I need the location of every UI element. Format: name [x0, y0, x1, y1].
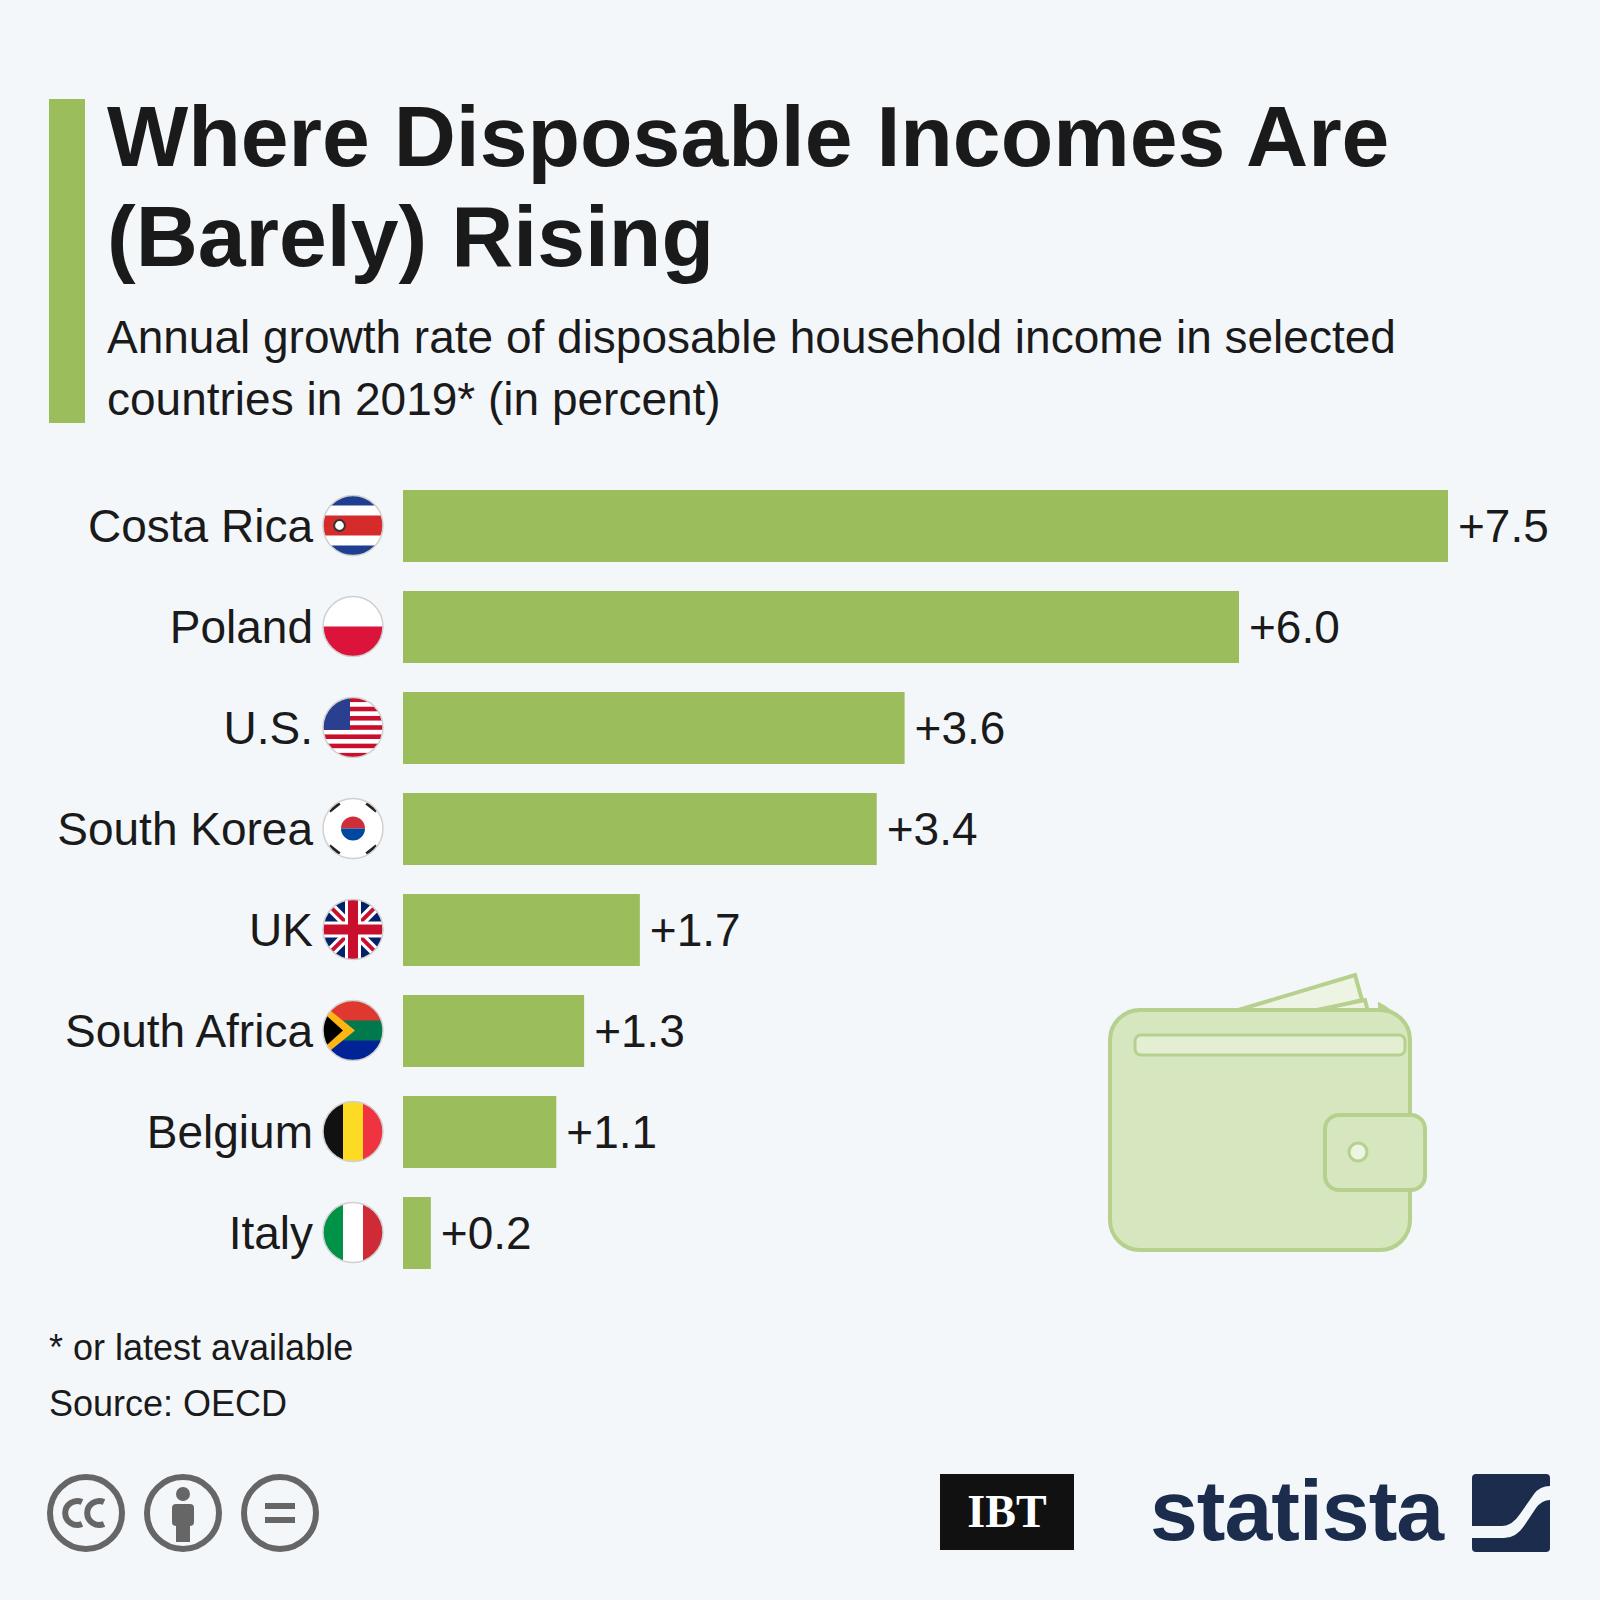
svg-text:U.S.: U.S. [224, 702, 313, 754]
svg-text:Costa Rica: Costa Rica [88, 500, 313, 552]
svg-text:Poland: Poland [170, 601, 313, 653]
svg-text:+1.1: +1.1 [566, 1106, 657, 1158]
svg-text:+1.7: +1.7 [650, 904, 741, 956]
html-text:statista: statista [1150, 1462, 1444, 1558]
html-text:Annual growth rate of disposab: Annual growth rate of disposable househo… [107, 311, 1396, 425]
svg-text:+1.3: +1.3 [594, 1005, 685, 1057]
svg-text:Belgium: Belgium [147, 1106, 313, 1158]
svg-text:South Africa: South Africa [65, 1005, 313, 1057]
html-text:IBT: IBT [967, 1486, 1047, 1537]
svg-text:Italy: Italy [229, 1207, 313, 1259]
svg-text:+0.2: +0.2 [441, 1207, 532, 1259]
svg-text:+3.4: +3.4 [887, 803, 978, 855]
svg-text:+7.5: +7.5 [1458, 500, 1549, 552]
svg-text:+3.6: +3.6 [915, 702, 1006, 754]
svg-text:South Korea: South Korea [57, 803, 313, 855]
html-text:Source: OECD: Source: OECD [49, 1383, 288, 1424]
html-text:* or latest available: * or latest available [49, 1327, 354, 1368]
svg-text:+6.0: +6.0 [1249, 601, 1340, 653]
html-text:Where Disposable Incomes Are (: Where Disposable Incomes Are (Barely) Ri… [107, 88, 1390, 284]
svg-text:UK: UK [249, 904, 313, 956]
